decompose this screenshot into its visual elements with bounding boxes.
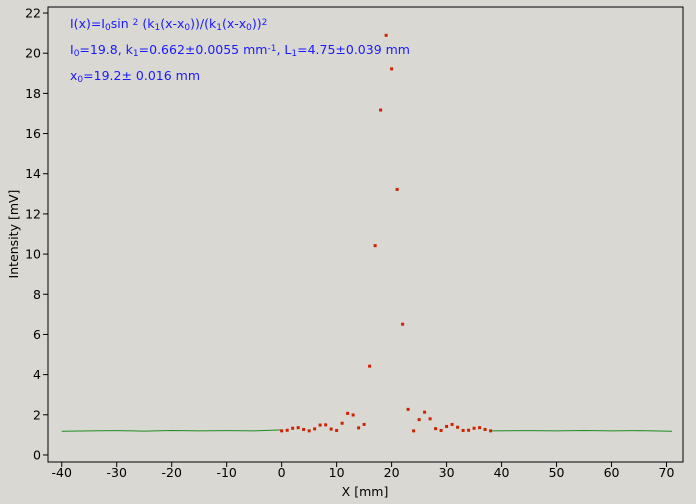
- annotation-part: (x-x: [222, 16, 246, 31]
- x-tick-label: 30: [439, 465, 455, 480]
- x-tick-label: -10: [216, 465, 236, 480]
- y-axis-label: Intensity [mV]: [6, 190, 21, 279]
- annotation-part: 1: [291, 49, 297, 59]
- y-tick-label: 12: [25, 206, 41, 221]
- data-point: [307, 429, 311, 433]
- annotation-part: -1: [267, 44, 276, 54]
- data-point: [384, 33, 388, 37]
- data-point: [417, 418, 421, 422]
- annotation-part: =0.662±0.0055 mm: [139, 42, 268, 57]
- annotation-part: 0: [184, 23, 190, 33]
- annotation-part: 1: [154, 23, 160, 33]
- x-tick-label: 10: [329, 465, 345, 480]
- annotation-part: =4.75±0.039 mm: [297, 42, 410, 57]
- data-point: [280, 429, 284, 433]
- x-axis-label: X [mm]: [342, 484, 389, 499]
- y-tick-label: 20: [25, 46, 41, 61]
- annotation-part: ))/(k: [190, 16, 217, 31]
- x-tick-label: -20: [161, 465, 181, 480]
- annotation-part: (k: [138, 16, 155, 31]
- data-point: [406, 407, 410, 411]
- annotation: x0=19.2± 0.016 mm: [70, 68, 200, 85]
- y-tick-label: 4: [33, 367, 41, 382]
- data-point: [472, 426, 476, 430]
- data-point: [302, 427, 306, 431]
- data-point: [390, 67, 394, 71]
- data-point: [489, 429, 493, 433]
- data-point: [318, 423, 322, 427]
- annotation-part: =19.2± 0.016 mm: [83, 68, 200, 83]
- annotation-part: (x-x: [160, 16, 184, 31]
- data-point: [401, 322, 405, 326]
- data-point: [456, 425, 460, 429]
- data-point: [412, 429, 416, 433]
- annotation-part: 1: [133, 49, 139, 59]
- annotation-part: 1: [216, 23, 222, 33]
- annotation: I(x)=I0sin 2 (k1(x-x0))/(k1(x-x0))2: [70, 16, 267, 33]
- data-point: [379, 108, 383, 112]
- annotation-part: , L: [276, 42, 291, 57]
- data-point: [340, 421, 344, 425]
- x-tick-label: 0: [278, 465, 286, 480]
- annotation-part: I(x)=I: [70, 16, 105, 31]
- data-point: [346, 411, 350, 415]
- data-point: [324, 423, 328, 427]
- data-point: [329, 427, 333, 431]
- data-point: [395, 187, 399, 191]
- data-point: [335, 428, 339, 432]
- x-tick-label: 70: [659, 465, 675, 480]
- data-point: [423, 410, 427, 414]
- annotation-part: 0: [246, 23, 252, 33]
- data-point: [450, 422, 454, 426]
- data-point: [373, 244, 377, 248]
- data-point: [428, 417, 432, 421]
- data-point: [445, 424, 449, 428]
- x-tick-label: 50: [549, 465, 565, 480]
- x-tick-label: 20: [384, 465, 400, 480]
- data-point: [439, 428, 443, 432]
- annotation-part: 0: [74, 49, 80, 59]
- annotation-part: 0: [77, 75, 83, 85]
- annotation: I0=19.8, k1=0.662±0.0055 mm-1, L1=4.75±0…: [70, 42, 410, 59]
- data-point: [296, 426, 300, 430]
- y-tick-label: 14: [25, 166, 41, 181]
- y-tick-label: 2: [33, 407, 41, 422]
- y-tick-label: 10: [25, 247, 41, 262]
- data-point: [434, 427, 438, 431]
- data-line: [490, 429, 673, 432]
- annotation-part: sin: [111, 16, 133, 31]
- y-tick-label: 0: [33, 447, 41, 462]
- data-point: [467, 428, 471, 432]
- data-point: [461, 428, 465, 432]
- annotation-part: 2: [262, 18, 268, 28]
- x-tick-label: 60: [604, 465, 620, 480]
- annotation-part: 2: [133, 18, 139, 28]
- y-tick-label: 16: [25, 126, 41, 141]
- annotation-part: )): [252, 16, 262, 31]
- annotation-part: 0: [105, 23, 111, 33]
- data-point: [313, 427, 317, 431]
- annotation-part: =19.8, k: [79, 42, 133, 57]
- annotation-part: I: [70, 42, 74, 57]
- data-point: [362, 422, 366, 426]
- annotation-part: x: [70, 68, 77, 83]
- x-tick-label: 40: [494, 465, 510, 480]
- data-point: [478, 426, 482, 430]
- data-line: [61, 429, 282, 432]
- data-point: [291, 426, 295, 430]
- y-tick-label: 6: [33, 327, 41, 342]
- data-point: [285, 428, 289, 432]
- y-tick-label: 22: [25, 6, 41, 21]
- data-point: [483, 427, 487, 431]
- y-tick-label: 18: [25, 86, 41, 101]
- y-tick-label: 8: [33, 287, 41, 302]
- data-point: [357, 426, 361, 430]
- data-point: [368, 364, 372, 368]
- plot-frame: [47, 6, 684, 463]
- data-point: [351, 413, 355, 417]
- x-tick-label: -40: [52, 465, 72, 480]
- x-tick-label: -30: [107, 465, 127, 480]
